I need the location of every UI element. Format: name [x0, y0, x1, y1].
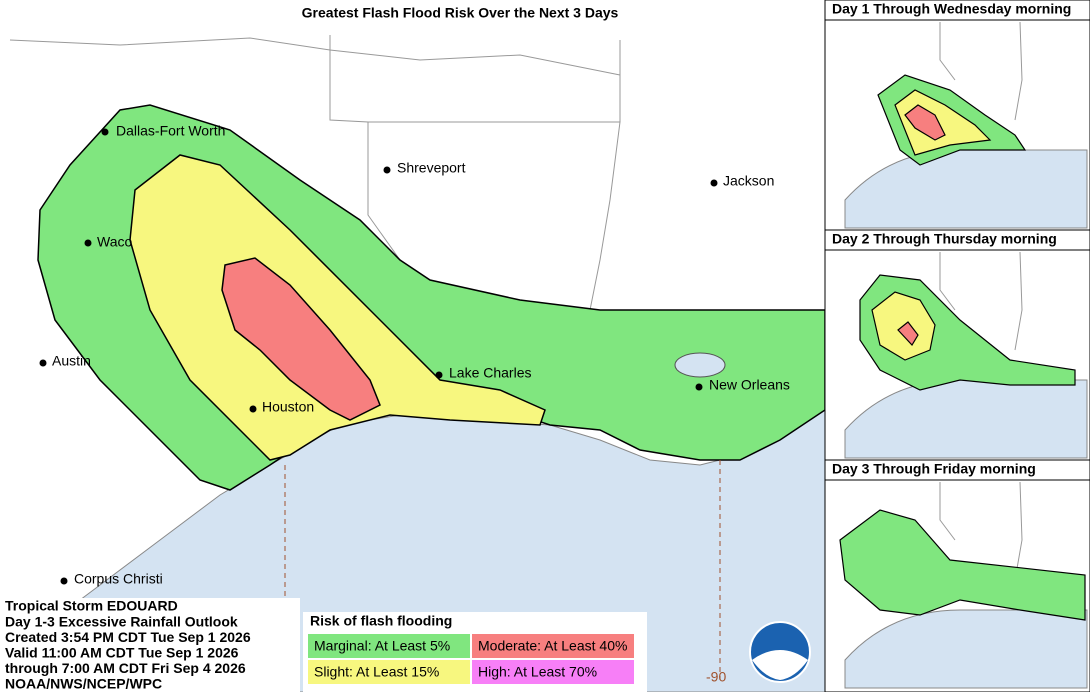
longitude-label: -90 [706, 669, 726, 685]
legend-label: Slight: At Least 15% [314, 664, 439, 680]
info-line: Created 3:54 PM CDT Tue Sep 1 2026 [5, 629, 251, 645]
city-dot [710, 179, 718, 187]
map-title: Greatest Flash Flood Risk Over the Next … [302, 5, 619, 21]
inset-title: Day 3 Through Friday morning [832, 461, 1036, 477]
noaa-logo [749, 621, 811, 683]
inset-title: Day 1 Through Wednesday morning [832, 1, 1071, 17]
inset-border [939, 481, 1023, 581]
city-dot [84, 239, 92, 247]
info-line: Valid 11:00 AM CDT Tue Sep 1 2026 [5, 645, 239, 661]
inset-title: Day 2 Through Thursday morning [832, 231, 1057, 247]
logo-bird [752, 650, 808, 680]
inset-risk-area [897, 321, 919, 346]
info-line: Tropical Storm EDOUARD [5, 598, 178, 614]
inset-header [826, 460, 1089, 480]
legend: Marginal: At Least 5% Moderate: At Least … [308, 634, 634, 684]
legend-swatch [472, 660, 634, 684]
city-dot [60, 577, 68, 585]
city-label: New Orleans [709, 377, 790, 393]
legend-swatch [308, 634, 470, 658]
info-line: NOAA/NWS/NCEP/WPC [5, 676, 162, 692]
info-box [0, 598, 300, 692]
city-label: Shreveport [397, 160, 466, 176]
cities: Dallas-Fort Worth Waco Austin Houston Co… [39, 123, 790, 587]
slight-area [129, 154, 546, 461]
legend-title: Risk of flash flooding [310, 613, 452, 629]
city-dot [249, 405, 257, 413]
lake [674, 352, 726, 378]
inset-risk-area [839, 509, 1086, 621]
moderate-area [221, 257, 381, 421]
city-dot [383, 166, 391, 174]
inset-risk-area [904, 104, 946, 141]
inset-header [826, 1, 1089, 21]
legend-label: High: At Least 70% [478, 664, 597, 680]
inset-header [826, 230, 1089, 250]
city-label: Dallas-Fort Worth [116, 123, 225, 139]
info-line: through 7:00 AM CDT Fri Sep 4 2026 [5, 660, 246, 676]
city-label: Waco [97, 234, 132, 250]
city-dot [695, 383, 703, 391]
legend-label: Moderate: At Least 40% [478, 638, 627, 654]
legend-label: Marginal: At Least 5% [314, 638, 450, 654]
city-dot [435, 371, 443, 379]
info-line: Day 1-3 Excessive Rainfall Outlook [5, 613, 238, 629]
city-label: Jackson [723, 173, 774, 189]
inset-border [939, 21, 1023, 121]
legend-swatch [472, 634, 634, 658]
legend-swatch [308, 660, 470, 684]
city-label: Austin [52, 353, 91, 369]
insets: Day 1 Through Wednesday morning Day 2 Thr… [824, 0, 1090, 692]
inset-gulf [844, 609, 1088, 689]
city-label: Lake Charles [449, 365, 532, 381]
city-dot [101, 128, 109, 136]
city-label: Houston [262, 399, 314, 415]
city-dot [39, 359, 47, 367]
inset-border [939, 251, 1023, 351]
city-label: Corpus Christi [74, 571, 163, 587]
